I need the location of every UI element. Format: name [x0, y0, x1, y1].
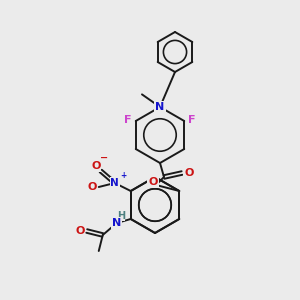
- Text: O: O: [91, 161, 101, 171]
- Text: N: N: [155, 102, 165, 112]
- Text: −: −: [100, 153, 108, 163]
- Text: F: F: [188, 115, 196, 125]
- Text: N: N: [112, 218, 122, 228]
- Text: O: O: [148, 177, 158, 187]
- Text: N: N: [110, 178, 119, 188]
- Text: F: F: [124, 115, 131, 125]
- Text: O: O: [184, 168, 194, 178]
- Text: O: O: [87, 182, 96, 192]
- Text: O: O: [75, 226, 84, 236]
- Text: H: H: [117, 211, 125, 221]
- Text: +: +: [120, 171, 126, 180]
